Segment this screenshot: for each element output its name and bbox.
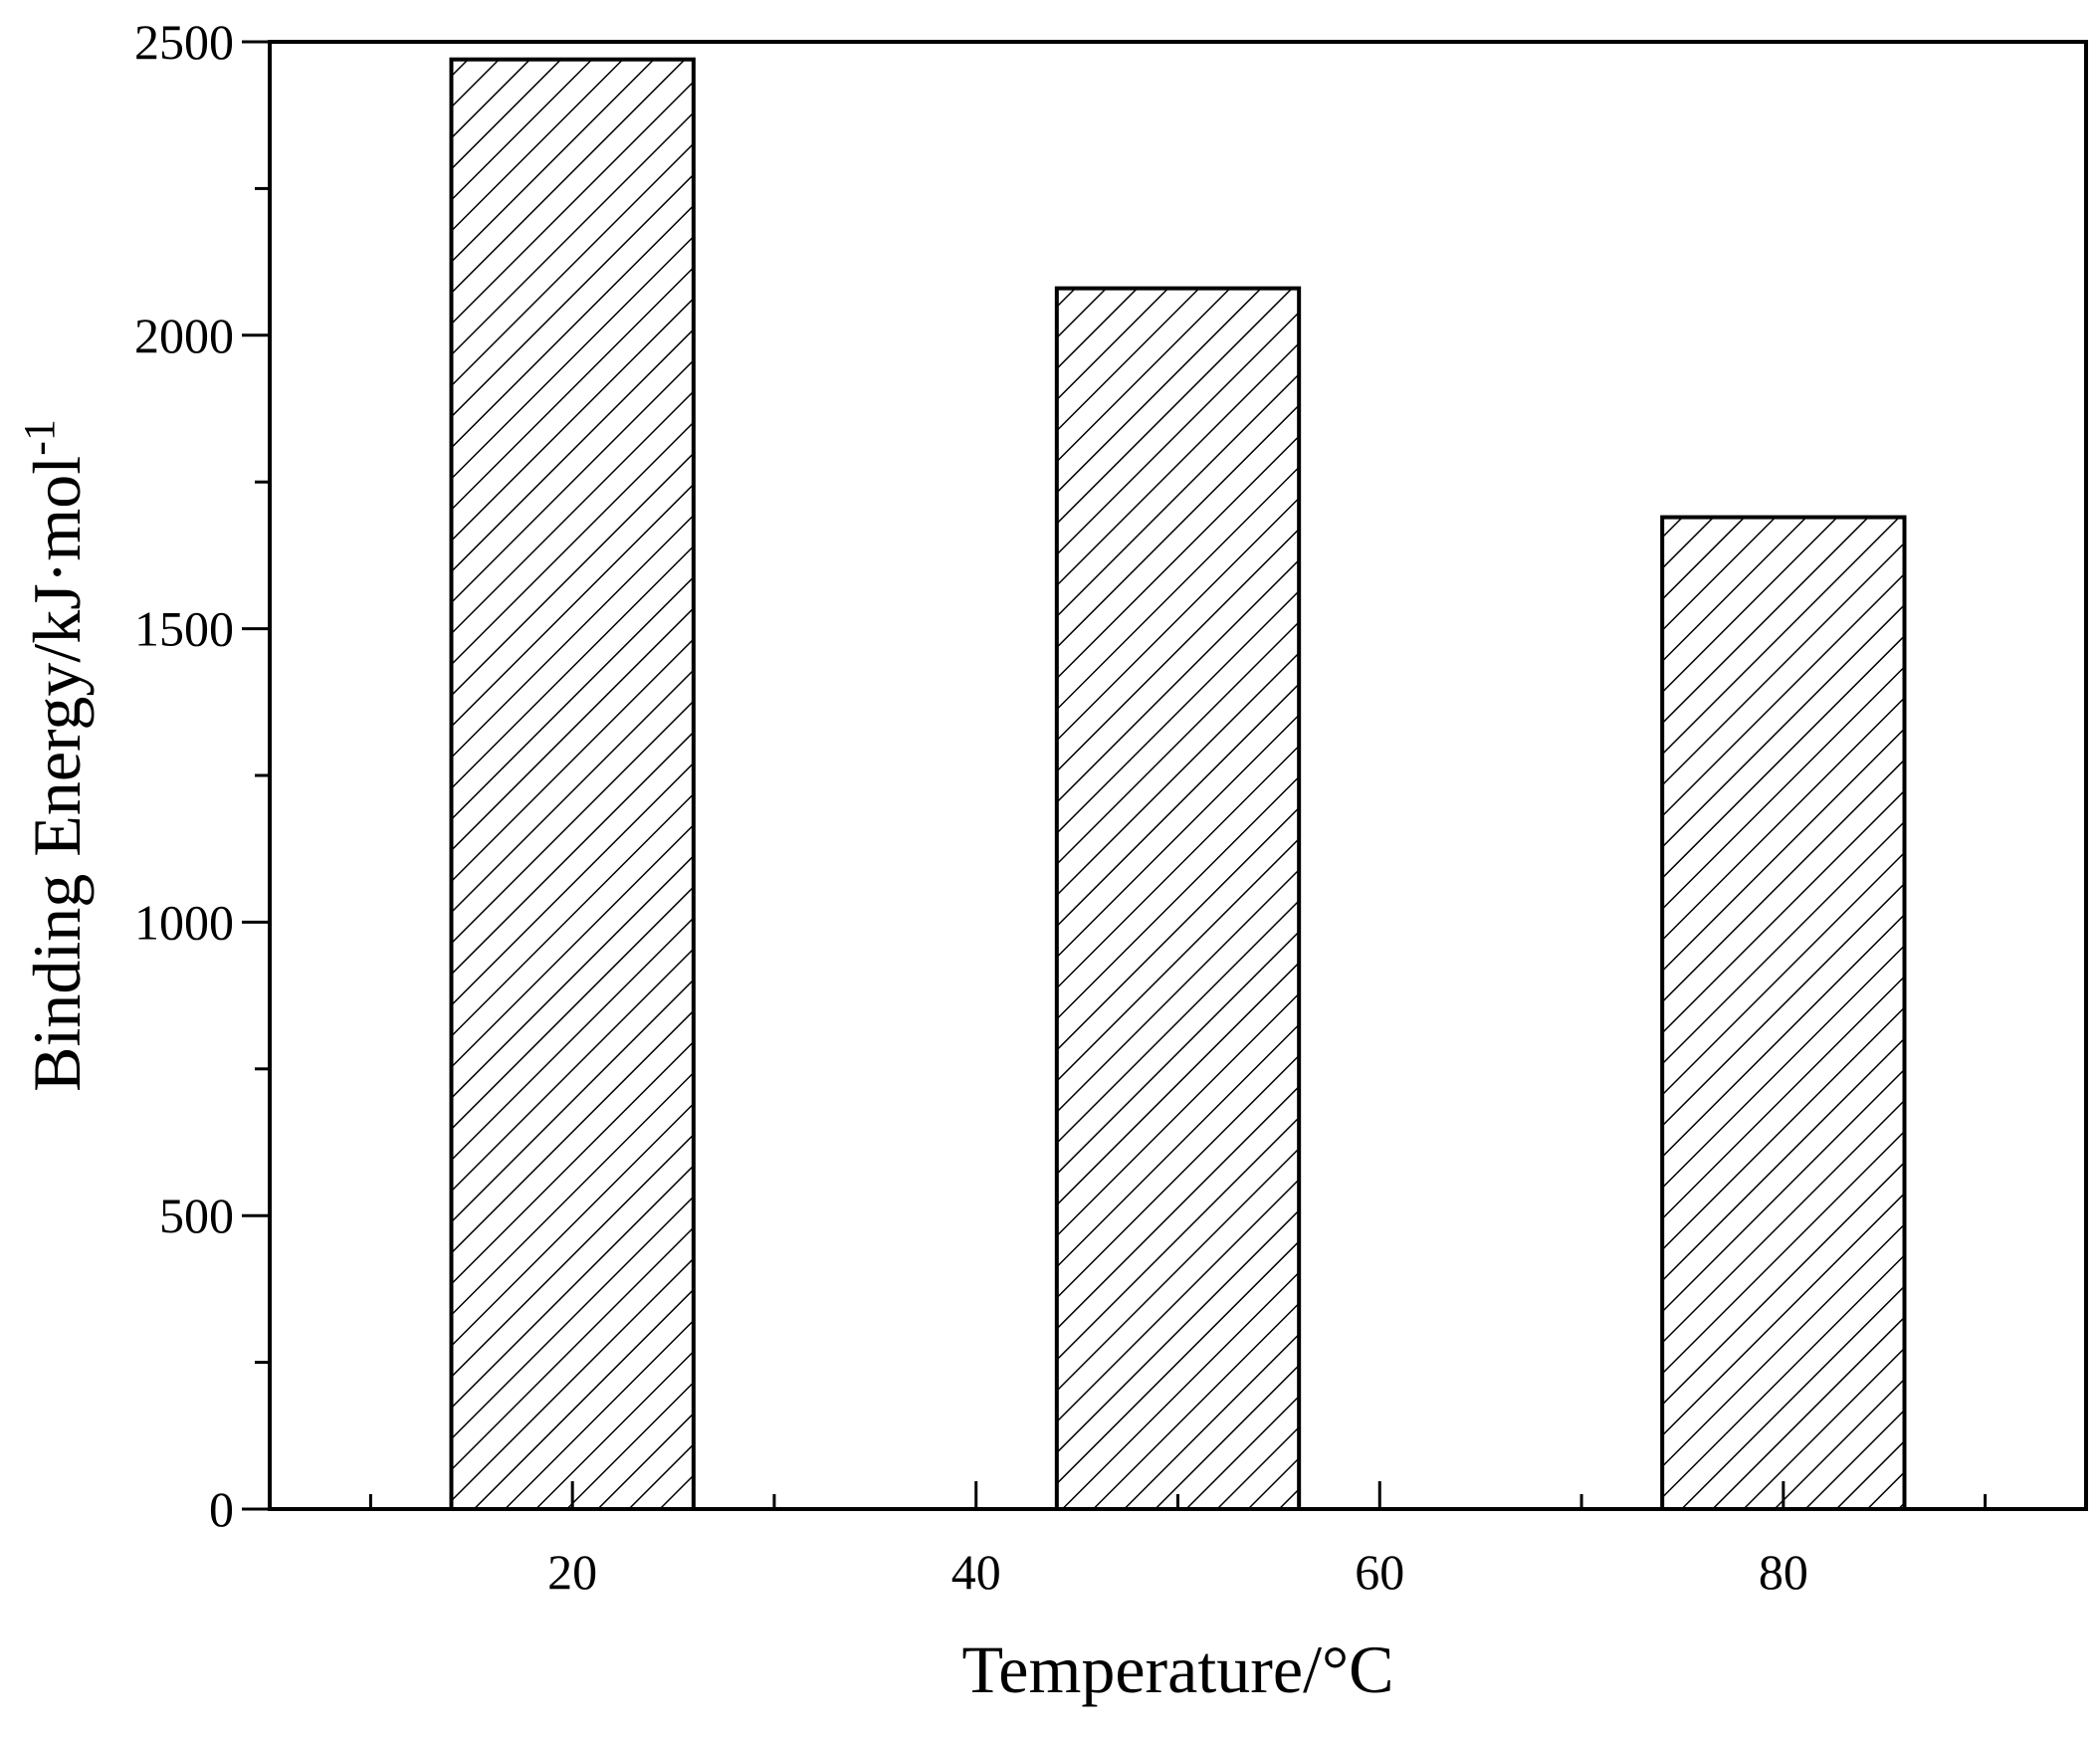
x-tick-label: 20	[547, 1544, 597, 1600]
y-tick-label: 2500	[134, 14, 234, 70]
bar-20	[449, 57, 696, 1512]
y-tick-label: 0	[209, 1481, 234, 1537]
x-tick-label: 40	[951, 1544, 1001, 1600]
x-tick-label: 60	[1355, 1544, 1404, 1600]
ticks-group	[242, 40, 1988, 1511]
bars-group	[449, 57, 1907, 1512]
y-axis-label: Binding Energy/kJ·mol-1	[15, 419, 95, 1092]
bar-80	[1660, 515, 1907, 1511]
bar-50	[1054, 286, 1302, 1512]
x-axis-label: Temperature/°C	[961, 1632, 1393, 1707]
y-tick-label: 1500	[134, 601, 234, 657]
x-tick-label: 80	[1759, 1544, 1808, 1600]
y-tick-label: 2000	[134, 308, 234, 363]
y-axis-label-main: Binding Energy/kJ·mol	[19, 456, 95, 1092]
y-tick-label: 500	[159, 1188, 234, 1243]
tick-labels-group: 20 40 60 80 0 500 1000 1500 2000 2500	[134, 14, 1808, 1600]
y-axis-label-superscript: -1	[15, 419, 64, 456]
y-tick-label: 1000	[134, 894, 234, 950]
